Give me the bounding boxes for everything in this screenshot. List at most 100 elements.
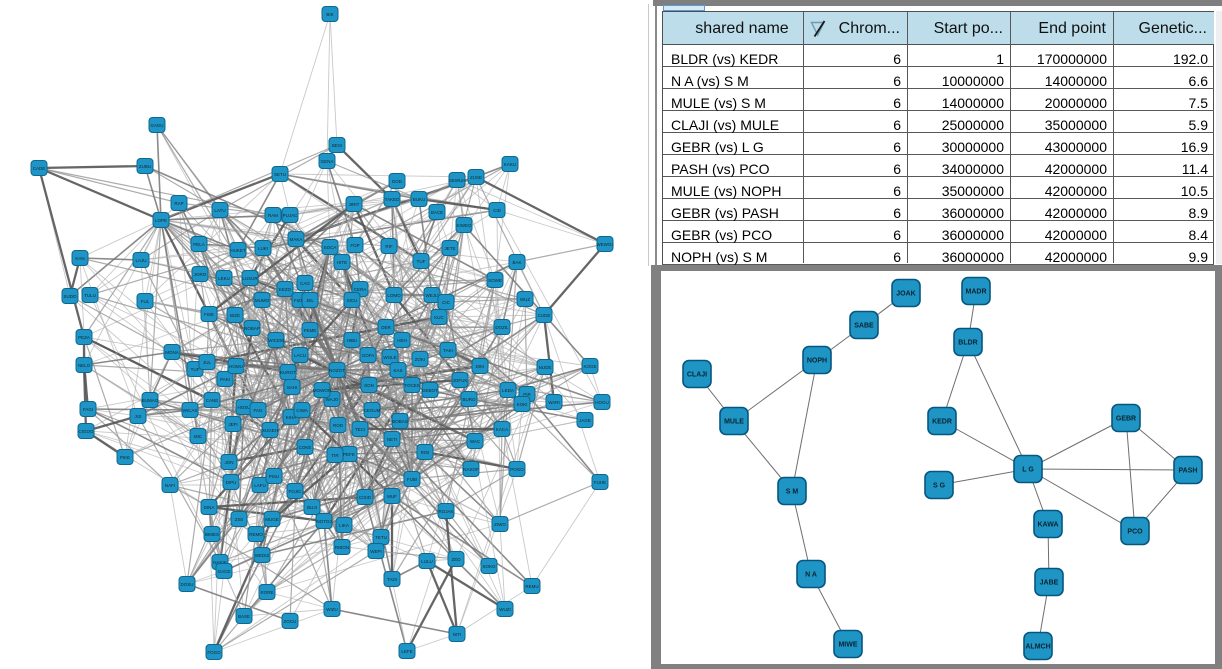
svg-text:DOZIL: DOZIL [495, 325, 509, 330]
svg-text:WOLE: WOLE [383, 355, 396, 360]
svg-text:LOMO: LOMO [387, 293, 401, 298]
svg-text:FISE: FISE [204, 312, 214, 317]
svg-text:SICU: SICU [347, 298, 358, 303]
svg-text:WAJO: WAJO [326, 397, 339, 402]
svg-text:BIZE: BIZE [230, 313, 240, 318]
svg-text:JIJI: JIJI [134, 414, 141, 419]
svg-text:RIF: RIF [385, 244, 393, 249]
svg-text:ROD: ROD [333, 423, 344, 428]
svg-text:RAM: RAM [268, 213, 278, 218]
svg-text:KOGE: KOGE [583, 364, 596, 369]
svg-text:TAKED: TAKED [385, 197, 400, 202]
svg-text:FAG: FAG [253, 408, 263, 413]
svg-text:DIPU: DIPU [226, 480, 237, 485]
svg-text:MADR: MADR [966, 289, 987, 296]
svg-text:CLAJI: CLAJI [687, 372, 707, 379]
svg-text:HOGU: HOGU [595, 400, 609, 405]
svg-text:KACA: KACA [496, 427, 508, 432]
svg-text:WEWOJ: WEWOJ [596, 242, 613, 247]
svg-text:NOTOJ: NOTOJ [316, 519, 331, 524]
svg-text:WEPI: WEPI [370, 549, 382, 554]
svg-text:KEZO: KEZO [279, 287, 292, 292]
svg-text:LULU: LULU [421, 559, 433, 564]
svg-text:WUZI: WUZI [499, 607, 511, 612]
svg-text:MIC: MIC [194, 434, 203, 439]
svg-text:PEFE: PEFE [343, 452, 355, 457]
svg-text:L G: L G [1022, 467, 1034, 474]
svg-text:NOZOT: NOZOT [329, 368, 345, 373]
svg-text:KOKI: KOKI [517, 402, 528, 407]
svg-text:LAFU: LAFU [254, 483, 266, 488]
svg-text:LUSUR: LUSUR [242, 276, 258, 281]
svg-text:MAKA: MAKA [290, 237, 303, 242]
svg-text:LEFE: LEFE [401, 649, 412, 654]
svg-text:TULU: TULU [84, 293, 96, 298]
svg-text:GACE: GACE [218, 569, 231, 574]
svg-text:TOCES: TOCES [404, 383, 419, 388]
svg-text:KAN: KAN [75, 256, 84, 261]
svg-text:CID: CID [493, 208, 502, 213]
svg-text:RORE: RORE [260, 590, 273, 595]
svg-text:SOWE: SOWE [488, 278, 502, 283]
svg-text:SAHI: SAHI [287, 385, 298, 390]
svg-text:NASOF: NASOF [463, 467, 479, 472]
svg-text:TADI: TADI [387, 577, 397, 582]
svg-text:TIR: TIR [331, 453, 339, 458]
svg-text:LEDA: LEDA [502, 388, 514, 393]
svg-text:PUJAC: PUJAC [283, 213, 299, 218]
svg-text:ZED: ZED [452, 557, 462, 562]
svg-text:CISID: CISID [359, 495, 372, 500]
svg-text:CIWA: CIWA [296, 408, 308, 413]
svg-text:TECI: TECI [355, 427, 365, 432]
svg-text:CIC: CIC [442, 300, 451, 305]
svg-text:KIWEG: KIWEG [456, 223, 472, 228]
svg-text:TETU: TETU [375, 535, 387, 540]
svg-text:HOSU: HOSU [237, 405, 250, 410]
svg-text:WEDIZ: WEDIZ [255, 553, 270, 558]
svg-text:FUHE: FUHE [594, 480, 606, 485]
svg-text:PEZA: PEZA [78, 335, 90, 340]
svg-text:PAKI: PAKI [220, 377, 230, 382]
svg-text:PASH: PASH [1179, 468, 1198, 475]
svg-text:WICAS: WICAS [183, 408, 198, 413]
svg-text:MULE: MULE [724, 419, 744, 426]
svg-text:PIKE: PIKE [120, 455, 130, 460]
svg-text:WARI: WARI [548, 400, 560, 405]
svg-text:BIMES: BIMES [205, 532, 219, 537]
svg-text:SOCA: SOCA [324, 245, 337, 250]
svg-text:JEFI: JEFI [228, 422, 237, 427]
svg-text:WUZ: WUZ [520, 297, 530, 302]
svg-text:RISI: RISI [421, 450, 430, 455]
svg-text:PELA: PELA [193, 242, 205, 247]
svg-text:MUF: MUF [387, 494, 397, 499]
svg-text:JOAK: JOAK [896, 291, 915, 298]
svg-text:DEBOT: DEBOT [422, 388, 438, 393]
svg-text:DOSU: DOSU [180, 582, 193, 587]
svg-text:KAS: KAS [393, 368, 402, 373]
svg-text:TUF: TUF [417, 259, 426, 264]
svg-text:ZOKI: ZOKI [415, 357, 426, 362]
svg-text:MONA: MONA [165, 350, 179, 355]
svg-text:BOBAS: BOBAS [392, 419, 408, 424]
svg-text:HUKET: HUKET [230, 248, 246, 253]
svg-text:FOP: FOP [350, 243, 359, 248]
svg-text:SABE: SABE [854, 323, 874, 330]
svg-text:FUL: FUL [141, 299, 150, 304]
svg-text:LEKU: LEKU [218, 276, 230, 281]
svg-text:NOBAP: NOBAP [244, 326, 260, 331]
svg-text:CIGOG: CIGOG [78, 429, 94, 434]
svg-text:ZISI: ZISI [235, 517, 243, 522]
svg-text:HOMU: HOMU [229, 364, 243, 369]
svg-text:HEH: HEH [397, 338, 407, 343]
svg-text:NUDE: NUDE [539, 365, 552, 370]
svg-text:KAWA: KAWA [1038, 522, 1059, 529]
svg-text:LIKA: LIKA [339, 523, 349, 528]
svg-text:TAKI: TAKI [443, 348, 453, 353]
svg-text:CEGUM: CEGUM [364, 408, 381, 413]
svg-text:KIHA: KIHA [286, 415, 297, 420]
svg-text:MUMO: MUMO [255, 298, 270, 303]
svg-text:FOGO: FOGO [207, 650, 221, 655]
svg-text:GOFA: GOFA [362, 353, 375, 358]
svg-text:ROJAK: ROJAK [438, 509, 453, 514]
svg-text:ZUSE: ZUSE [470, 175, 482, 180]
